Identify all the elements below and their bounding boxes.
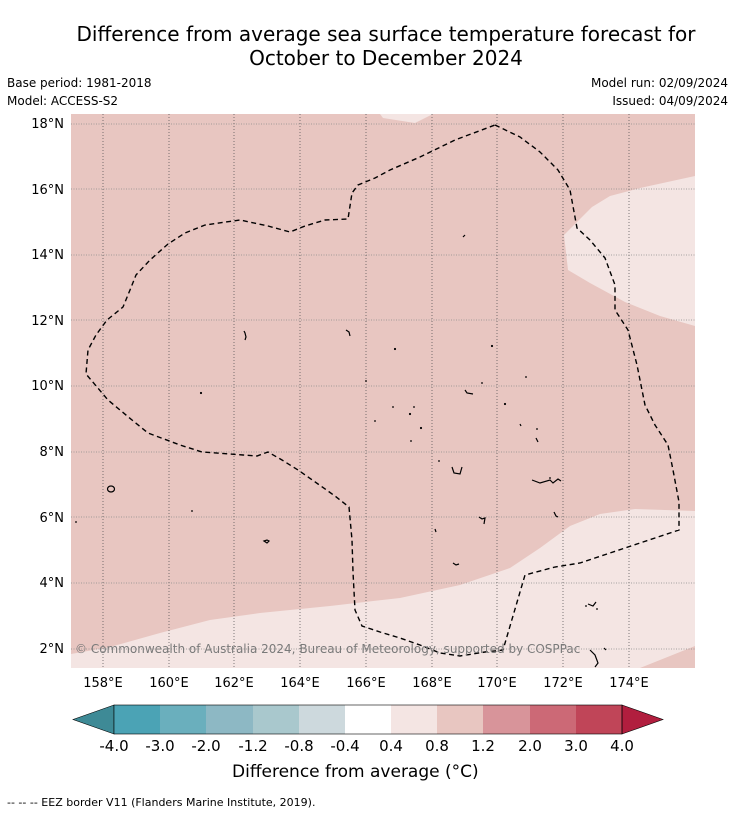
colorbar-title: Difference from average (°C) bbox=[232, 762, 479, 782]
chart-title: Difference from average sea surface temp… bbox=[0, 22, 736, 70]
y-tick-10n: 10°N bbox=[31, 379, 64, 394]
x-tick-174e: 174°E bbox=[609, 676, 649, 691]
model-name: Model: ACCESS-S2 bbox=[7, 94, 119, 108]
title-line-2: October to December 2024 bbox=[249, 46, 523, 70]
map-panel: © Commonwealth of Australia 2024, Bureau… bbox=[71, 114, 695, 668]
colorbar-bin-6 bbox=[345, 705, 391, 734]
copyright-notice: © Commonwealth of Australia 2024, Bureau… bbox=[75, 642, 580, 656]
small-islets bbox=[75, 344, 598, 610]
colorbar-label: 0.8 bbox=[425, 737, 449, 755]
colorbar-label: -3.0 bbox=[145, 737, 174, 755]
y-tick-12n: 12°N bbox=[31, 314, 64, 329]
colorbar-label: 1.2 bbox=[471, 737, 495, 755]
x-axis: 158°E 160°E 162°E 164°E 166°E 168°E 170°… bbox=[83, 676, 649, 691]
colorbar-label: -4.0 bbox=[99, 737, 128, 755]
colorbar-bin-9 bbox=[483, 705, 530, 734]
meta-right: Model run: 02/09/2024 Issued: 04/09/2024 bbox=[591, 74, 728, 110]
x-tick-162e: 162°E bbox=[214, 676, 254, 691]
colorbar-bin-5 bbox=[299, 705, 345, 734]
x-tick-168e: 168°E bbox=[412, 676, 452, 691]
island-outlines bbox=[106, 234, 607, 668]
title-line-1: Difference from average sea surface temp… bbox=[76, 22, 696, 46]
y-axis: 18°N 16°N 14°N 12°N 10°N 8°N 6°N 4°N 2°N bbox=[31, 117, 64, 657]
colorbar-label: 4.0 bbox=[610, 737, 634, 755]
colorbar-bin-8 bbox=[437, 705, 483, 734]
colorbar-arrow-low bbox=[72, 704, 115, 735]
colorbar: -4.0 -3.0 -2.0 -1.2 -0.8 -0.4 0.4 0.8 1.… bbox=[72, 704, 664, 755]
x-tick-160e: 160°E bbox=[149, 676, 189, 691]
anomaly-region-0.4-0.8-east bbox=[564, 176, 695, 326]
colorbar-bin-3 bbox=[206, 705, 253, 734]
y-tick-6n: 6°N bbox=[40, 511, 65, 526]
colorbar-bin-4 bbox=[253, 705, 299, 734]
colorbar-bin-1 bbox=[114, 705, 160, 734]
model-run: Model run: 02/09/2024 bbox=[590, 76, 728, 90]
meta-left: Base period: 1981-2018 Model: ACCESS-S2 bbox=[7, 74, 152, 110]
colorbar-label: -0.4 bbox=[330, 737, 359, 755]
colorbar-label: 0.4 bbox=[379, 737, 403, 755]
colorbar-arrow-high bbox=[621, 704, 664, 735]
colorbar-label: 3.0 bbox=[564, 737, 588, 755]
anomaly-region-0.4-0.8-south bbox=[71, 509, 695, 668]
y-tick-8n: 8°N bbox=[40, 445, 65, 460]
grid-lon bbox=[102, 114, 630, 668]
y-tick-2n: 2°N bbox=[40, 642, 65, 657]
x-tick-158e: 158°E bbox=[83, 676, 123, 691]
colorbar-label: -1.2 bbox=[238, 737, 267, 755]
grid-lat bbox=[71, 123, 695, 650]
y-tick-4n: 4°N bbox=[40, 576, 65, 591]
colorbar-bin-2 bbox=[160, 705, 206, 734]
y-tick-14n: 14°N bbox=[31, 248, 64, 263]
colorbar-bin-7 bbox=[391, 705, 437, 734]
eez-footnote: -- -- -- EEZ border V11 (Flanders Marine… bbox=[7, 796, 316, 809]
colorbar-label: -0.8 bbox=[284, 737, 313, 755]
x-tick-170e: 170°E bbox=[477, 676, 517, 691]
y-tick-18n: 18°N bbox=[31, 117, 64, 132]
x-tick-166e: 166°E bbox=[346, 676, 386, 691]
colorbar-bin-10 bbox=[530, 705, 576, 734]
issued-date: Issued: 04/09/2024 bbox=[612, 94, 728, 108]
anomaly-region-0.4-0.8-north bbox=[380, 114, 433, 123]
base-period: Base period: 1981-2018 bbox=[7, 76, 152, 90]
y-tick-16n: 16°N bbox=[31, 183, 64, 198]
colorbar-label: 2.0 bbox=[518, 737, 542, 755]
colorbar-bin-11 bbox=[576, 705, 622, 734]
x-tick-172e: 172°E bbox=[543, 676, 583, 691]
x-tick-164e: 164°E bbox=[280, 676, 320, 691]
colorbar-frame bbox=[113, 704, 623, 735]
colorbar-label: -2.0 bbox=[191, 737, 220, 755]
